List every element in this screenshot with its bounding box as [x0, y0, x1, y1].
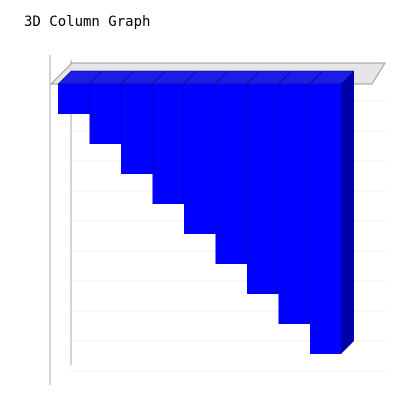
bar-front-face	[278, 84, 310, 324]
bar-front-face	[58, 84, 89, 114]
bars	[57, 70, 355, 354]
bar-front-face	[215, 84, 247, 264]
bar-front-face	[310, 84, 341, 354]
bar-front-face	[247, 84, 278, 294]
chart-title: 3D Column Graph	[24, 14, 151, 30]
bar-front-face	[89, 84, 121, 144]
bar-front-face	[184, 84, 215, 234]
bar-front-face	[121, 84, 152, 174]
bar-front-face	[152, 84, 184, 204]
bar-side-face	[341, 71, 354, 354]
bar	[309, 70, 355, 354]
